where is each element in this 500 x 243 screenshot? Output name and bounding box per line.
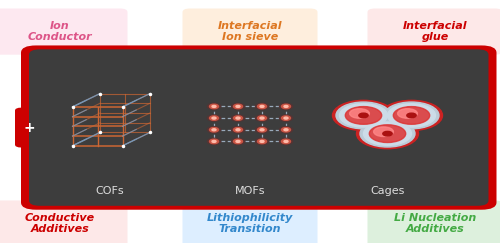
Text: +: +: [24, 121, 36, 135]
Circle shape: [340, 104, 388, 127]
Circle shape: [284, 117, 288, 119]
Circle shape: [370, 125, 406, 142]
Circle shape: [210, 139, 218, 144]
Circle shape: [284, 129, 288, 131]
Circle shape: [232, 115, 244, 121]
Circle shape: [256, 127, 268, 133]
Circle shape: [407, 113, 416, 118]
Circle shape: [284, 140, 288, 142]
Circle shape: [280, 127, 292, 133]
Circle shape: [359, 113, 368, 118]
Circle shape: [384, 102, 439, 129]
Circle shape: [234, 116, 242, 120]
Text: Li Nucleation
Additives: Li Nucleation Additives: [394, 213, 476, 234]
Circle shape: [232, 103, 244, 110]
Circle shape: [282, 116, 290, 120]
Circle shape: [256, 103, 268, 110]
Circle shape: [236, 105, 240, 107]
Circle shape: [346, 107, 382, 124]
Circle shape: [374, 127, 394, 137]
Circle shape: [210, 116, 218, 120]
Text: Ion
Conductor: Ion Conductor: [28, 21, 92, 42]
Circle shape: [258, 128, 266, 132]
Circle shape: [388, 104, 436, 127]
Circle shape: [380, 100, 442, 130]
Circle shape: [208, 115, 220, 121]
Circle shape: [210, 104, 218, 109]
Circle shape: [232, 138, 244, 145]
Circle shape: [336, 102, 391, 129]
Text: Conductive
Additives: Conductive Additives: [25, 213, 95, 234]
FancyBboxPatch shape: [0, 9, 128, 55]
Circle shape: [212, 140, 216, 142]
Circle shape: [394, 107, 430, 124]
Circle shape: [282, 128, 290, 132]
Circle shape: [258, 104, 266, 109]
Text: Interfacial
glue: Interfacial glue: [402, 21, 468, 42]
Circle shape: [236, 117, 240, 119]
FancyBboxPatch shape: [368, 9, 500, 55]
Text: Cages: Cages: [370, 186, 404, 196]
Circle shape: [208, 127, 220, 133]
Circle shape: [364, 122, 412, 145]
Circle shape: [260, 105, 264, 107]
Circle shape: [210, 128, 218, 132]
FancyBboxPatch shape: [368, 200, 500, 243]
Circle shape: [208, 103, 220, 110]
Circle shape: [236, 140, 240, 142]
Circle shape: [212, 105, 216, 107]
Text: COFs: COFs: [96, 186, 124, 196]
Circle shape: [282, 139, 290, 144]
FancyBboxPatch shape: [21, 45, 496, 210]
Circle shape: [332, 100, 394, 130]
Circle shape: [284, 105, 288, 107]
Circle shape: [208, 138, 220, 145]
Text: MOFs: MOFs: [235, 186, 265, 196]
Circle shape: [258, 116, 266, 120]
Circle shape: [234, 128, 242, 132]
Circle shape: [260, 140, 264, 142]
Text: Interfacial
Ion sieve: Interfacial Ion sieve: [218, 21, 282, 42]
Circle shape: [260, 117, 264, 119]
Circle shape: [360, 120, 415, 147]
Circle shape: [232, 127, 244, 133]
Circle shape: [398, 109, 417, 118]
Circle shape: [256, 115, 268, 121]
FancyBboxPatch shape: [15, 108, 44, 148]
FancyBboxPatch shape: [182, 200, 318, 243]
Circle shape: [236, 129, 240, 131]
Circle shape: [256, 138, 268, 145]
FancyBboxPatch shape: [29, 49, 488, 206]
Circle shape: [350, 109, 370, 118]
Circle shape: [260, 129, 264, 131]
Circle shape: [282, 104, 290, 109]
Circle shape: [280, 103, 292, 110]
Circle shape: [280, 115, 292, 121]
Circle shape: [234, 139, 242, 144]
FancyBboxPatch shape: [182, 9, 318, 55]
FancyBboxPatch shape: [0, 200, 128, 243]
Text: Lithiophilicity
Transition: Lithiophilicity Transition: [207, 213, 293, 234]
Circle shape: [280, 138, 292, 145]
Circle shape: [356, 119, 418, 149]
Circle shape: [383, 131, 392, 136]
Circle shape: [212, 117, 216, 119]
Circle shape: [234, 104, 242, 109]
Circle shape: [212, 129, 216, 131]
Circle shape: [258, 139, 266, 144]
